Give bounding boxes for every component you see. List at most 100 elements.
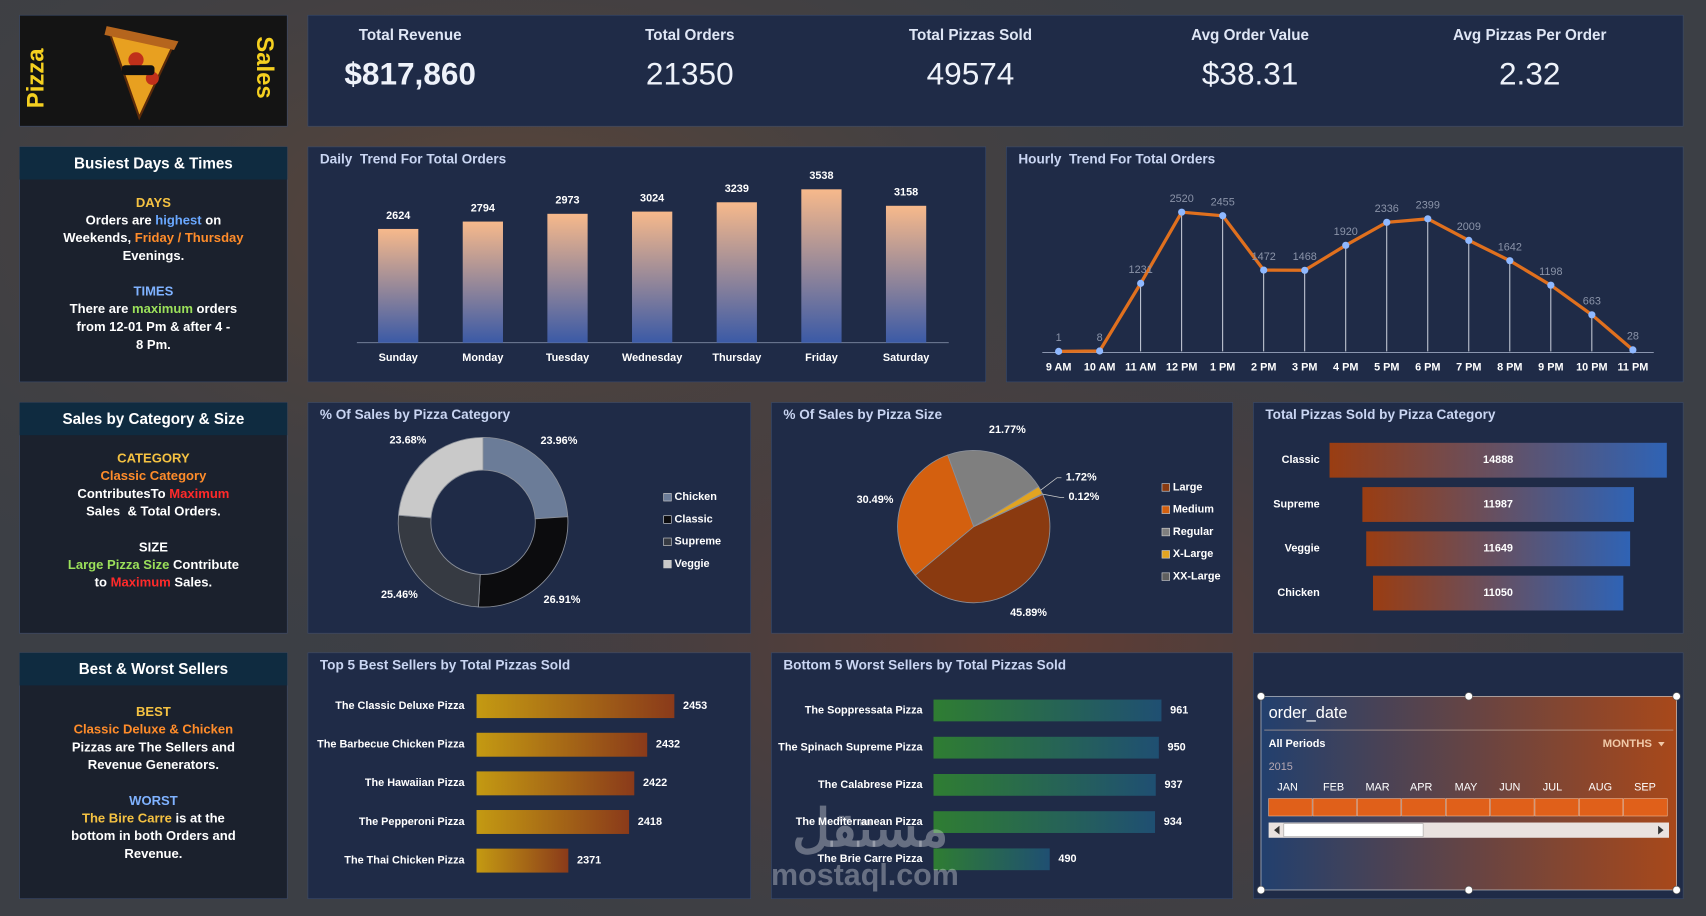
month-cell[interactable] <box>1490 798 1535 817</box>
month-cell[interactable] <box>1357 798 1402 817</box>
bar <box>1373 575 1624 611</box>
data-label: 1468 <box>1293 251 1317 263</box>
text-span: bottom in both Orders and <box>71 829 236 844</box>
text-span: The Bire Carre <box>82 811 172 826</box>
scroll-arrow[interactable] <box>1274 825 1280 835</box>
text-span: on <box>202 213 222 228</box>
insight-line: 8 Pm. <box>136 337 171 352</box>
insight-line: Revenue Generators. <box>88 758 219 773</box>
dropdown-caret <box>1658 742 1665 747</box>
bar <box>632 211 673 343</box>
logo-text: Pizza <box>22 48 49 109</box>
month-cell[interactable] <box>1534 798 1579 817</box>
marker <box>1219 212 1227 220</box>
chart-title: Top 5 Best Sellers by Total Pizzas Sold <box>320 657 570 672</box>
legend-marker <box>663 515 672 524</box>
insight-line: Sales & Total Orders. <box>86 504 221 519</box>
panel-header <box>19 402 288 436</box>
data-label: 961 <box>1170 704 1188 716</box>
logo-art <box>104 26 179 121</box>
bar <box>378 228 419 343</box>
x-tick-label: 4 PM <box>1333 362 1358 374</box>
data-label: 2432 <box>656 739 680 751</box>
section-heading: BEST <box>136 704 171 719</box>
scroll-thumb[interactable] <box>1283 823 1424 837</box>
dashboard-content: Pizza Sales Total Revenue $817,860 Total Ord… <box>19 14 1684 900</box>
bar <box>476 810 630 834</box>
kpi-value: $817,860 <box>344 55 476 91</box>
data-label: 1198 <box>1539 266 1562 278</box>
text-span: is at the <box>172 811 225 826</box>
x-tick-label: 11 PM <box>1617 362 1648 374</box>
text-span: Weekends, <box>63 231 135 246</box>
text-span: Revenue Generators. <box>88 758 219 773</box>
text-span: maximum <box>132 302 193 317</box>
chart-title: Bottom 5 Worst Sellers by Total Pizzas S… <box>783 657 1066 672</box>
text-span: Friday / Thursday <box>135 231 244 246</box>
data-label: 2399 <box>1416 200 1440 212</box>
insight-line: The Bire Carre is at the <box>82 811 225 826</box>
y-tick-label: The Pepperoni Pizza <box>359 816 466 828</box>
x-tick-label: 9 AM <box>1046 362 1072 374</box>
x-tick-label: 3 PM <box>1292 362 1317 374</box>
panel <box>19 146 288 383</box>
month-label: MAR <box>1365 782 1389 794</box>
bar <box>1366 531 1631 567</box>
marker <box>1424 215 1432 223</box>
legend-marker <box>663 493 672 502</box>
month-label: AUG <box>1588 782 1612 794</box>
y-tick-label: The Spinach Supreme Pizza <box>778 742 923 754</box>
pizza-crust <box>104 26 179 51</box>
data-label: 1 <box>1056 332 1062 344</box>
panel <box>19 652 288 900</box>
y-tick-label: The Calabrese Pizza <box>818 779 924 791</box>
month-cell[interactable] <box>1623 798 1668 817</box>
data-label: 30.49% <box>857 494 894 506</box>
bar <box>801 189 842 343</box>
slicer-level[interactable]: MONTHS <box>1603 738 1653 750</box>
leader-line <box>1040 477 1062 491</box>
kpi-label: Avg Pizzas Per Order <box>1453 27 1606 44</box>
slice <box>947 450 1040 528</box>
text-span: Evenings. <box>123 248 185 263</box>
month-cell[interactable] <box>1312 798 1357 817</box>
kpi-value: 2.32 <box>1499 55 1560 91</box>
month-label: JUL <box>1543 782 1562 794</box>
insight-line: bottom in both Orders and <box>71 829 236 844</box>
marker <box>1301 266 1309 274</box>
data-label: 2009 <box>1457 221 1481 233</box>
sunglasses <box>121 65 155 76</box>
month-cell[interactable] <box>1401 798 1446 817</box>
month-cell[interactable] <box>1268 798 1313 817</box>
x-tick-label: 12 PM <box>1166 362 1197 374</box>
x-tick-label: 10 PM <box>1576 362 1607 374</box>
legend-label: Supreme <box>675 536 722 548</box>
month-label: MAY <box>1455 782 1479 794</box>
x-tick-label: 2 PM <box>1251 362 1276 374</box>
marker <box>1055 347 1063 355</box>
text-span: Classic Deluxe & Chicken <box>74 722 234 737</box>
slicer-title: order_date <box>1269 704 1348 722</box>
bar <box>933 736 1159 759</box>
scroll-arrow[interactable] <box>1658 825 1664 835</box>
data-label: 0.12% <box>1068 491 1099 503</box>
data-label: 3024 <box>640 192 664 204</box>
marker <box>1588 311 1596 319</box>
x-tick-label: 7 PM <box>1456 362 1481 374</box>
x-tick-label: Friday <box>805 352 838 364</box>
data-label: 23.96% <box>540 435 577 447</box>
bar <box>476 848 569 873</box>
marker <box>1260 266 1268 274</box>
x-tick-label: Wednesday <box>622 352 682 364</box>
resize-handle <box>1256 885 1266 895</box>
month-label: JUN <box>1499 782 1520 794</box>
kpi-label: Avg Order Value <box>1191 27 1309 44</box>
month-cell[interactable] <box>1579 798 1624 817</box>
data-label: 2422 <box>643 777 667 789</box>
insight-line: Weekends, Friday / Thursday <box>63 231 244 246</box>
data-label: 1642 <box>1498 242 1522 254</box>
data-label: 2520 <box>1170 193 1194 205</box>
month-cell[interactable] <box>1445 798 1490 817</box>
x-tick-label: Monday <box>462 352 503 364</box>
